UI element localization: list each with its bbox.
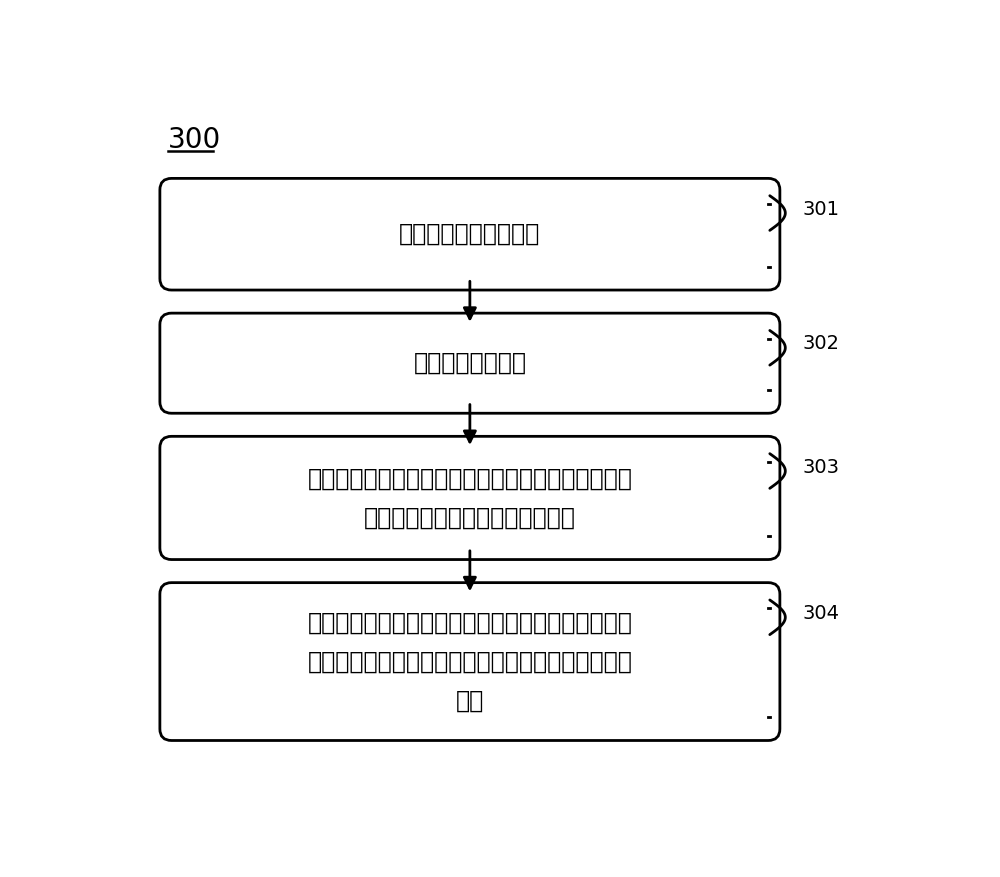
Text: 获取量子门的类型: 获取量子门的类型 <box>413 351 526 375</box>
Text: 303: 303 <box>802 458 839 476</box>
Text: 基于该量子门的类型，确定与该量子门对应等价的子
测量模式中的所述多个操作命令的类型、数量和组合
方式: 基于该量子门的类型，确定与该量子门对应等价的子 测量模式中的所述多个操作命令的类… <box>307 610 632 713</box>
FancyBboxPatch shape <box>160 437 780 560</box>
Text: 300: 300 <box>168 126 221 153</box>
Text: 301: 301 <box>802 200 839 218</box>
FancyBboxPatch shape <box>160 582 780 740</box>
Text: 基于该量子门的位置信息，确定对应等价的子测量模
式的所述输入节点和所述输出节点: 基于该量子门的位置信息，确定对应等价的子测量模 式的所述输入节点和所述输出节点 <box>307 467 632 530</box>
FancyBboxPatch shape <box>160 313 780 413</box>
Text: 获取量子门的位置信息: 获取量子门的位置信息 <box>399 222 540 246</box>
Text: 302: 302 <box>802 334 839 353</box>
FancyBboxPatch shape <box>160 178 780 290</box>
Text: 304: 304 <box>802 604 839 623</box>
